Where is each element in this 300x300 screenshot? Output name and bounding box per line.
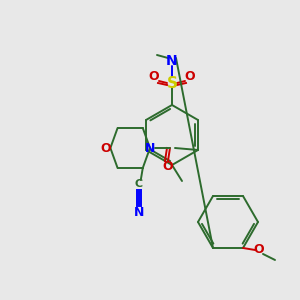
Text: N: N (166, 54, 178, 68)
Text: O: O (185, 70, 195, 83)
Text: O: O (163, 160, 173, 172)
Text: S: S (167, 76, 178, 91)
Text: O: O (254, 244, 264, 256)
Text: N: N (145, 142, 155, 154)
Text: N: N (134, 206, 144, 218)
Text: C: C (135, 179, 143, 189)
Text: O: O (100, 142, 111, 154)
Text: O: O (149, 70, 159, 83)
